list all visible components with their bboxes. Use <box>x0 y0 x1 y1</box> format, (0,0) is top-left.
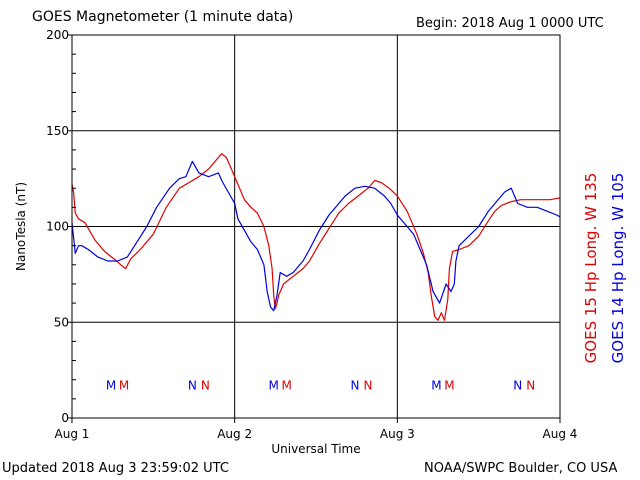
x-tick-label: Aug 4 <box>543 427 578 441</box>
marker-n: N <box>188 378 197 392</box>
marker-n: N <box>351 378 360 392</box>
x-tick-label: Aug 2 <box>217 427 252 441</box>
legend-goes14: GOES 14 Hp Long. W 105 <box>609 173 627 364</box>
axis-layer: 0 50 100 150 200 Aug 1 Aug 2 Aug 3 Aug 4 Universa… <box>14 28 627 456</box>
legend-goes15: GOES 15 Hp Long. W 135 <box>582 173 600 364</box>
footer-source: NOAA/SWPC Boulder, CO USA <box>424 461 618 476</box>
x-axis-label: Universal Time <box>271 442 360 456</box>
marker-n: N <box>201 378 210 392</box>
marker-m: M <box>269 378 279 392</box>
x-tick-label: Aug 3 <box>380 427 415 441</box>
x-tick-label: Aug 1 <box>55 427 90 441</box>
series-goes15-line <box>71 153 561 321</box>
marker-n: N <box>526 378 535 392</box>
chart-title: GOES Magnetometer (1 minute data) <box>32 9 294 25</box>
marker-n: N <box>364 378 373 392</box>
marker-m: M <box>106 378 116 392</box>
series-layer <box>71 153 561 321</box>
marker-m: M <box>282 378 292 392</box>
marker-n: N <box>513 378 522 392</box>
marker-m: M <box>119 378 129 392</box>
footer-updated: Updated 2018 Aug 3 23:59:02 UTC <box>2 461 229 476</box>
y-tick-label: 0 <box>61 411 69 425</box>
y-tick-label: 200 <box>46 28 69 42</box>
series-goes14-line <box>71 160 561 312</box>
y-tick-label: 50 <box>54 315 69 329</box>
marker-m: M <box>444 378 454 392</box>
y-axis-label: NanoTesla (nT) <box>14 182 28 271</box>
grid-layer <box>72 35 560 418</box>
y-tick-label: 150 <box>46 124 69 138</box>
begin-time-label: Begin: 2018 Aug 1 0000 UTC <box>416 16 604 31</box>
y-tick-label: 100 <box>46 220 69 234</box>
marker-m: M <box>431 378 441 392</box>
